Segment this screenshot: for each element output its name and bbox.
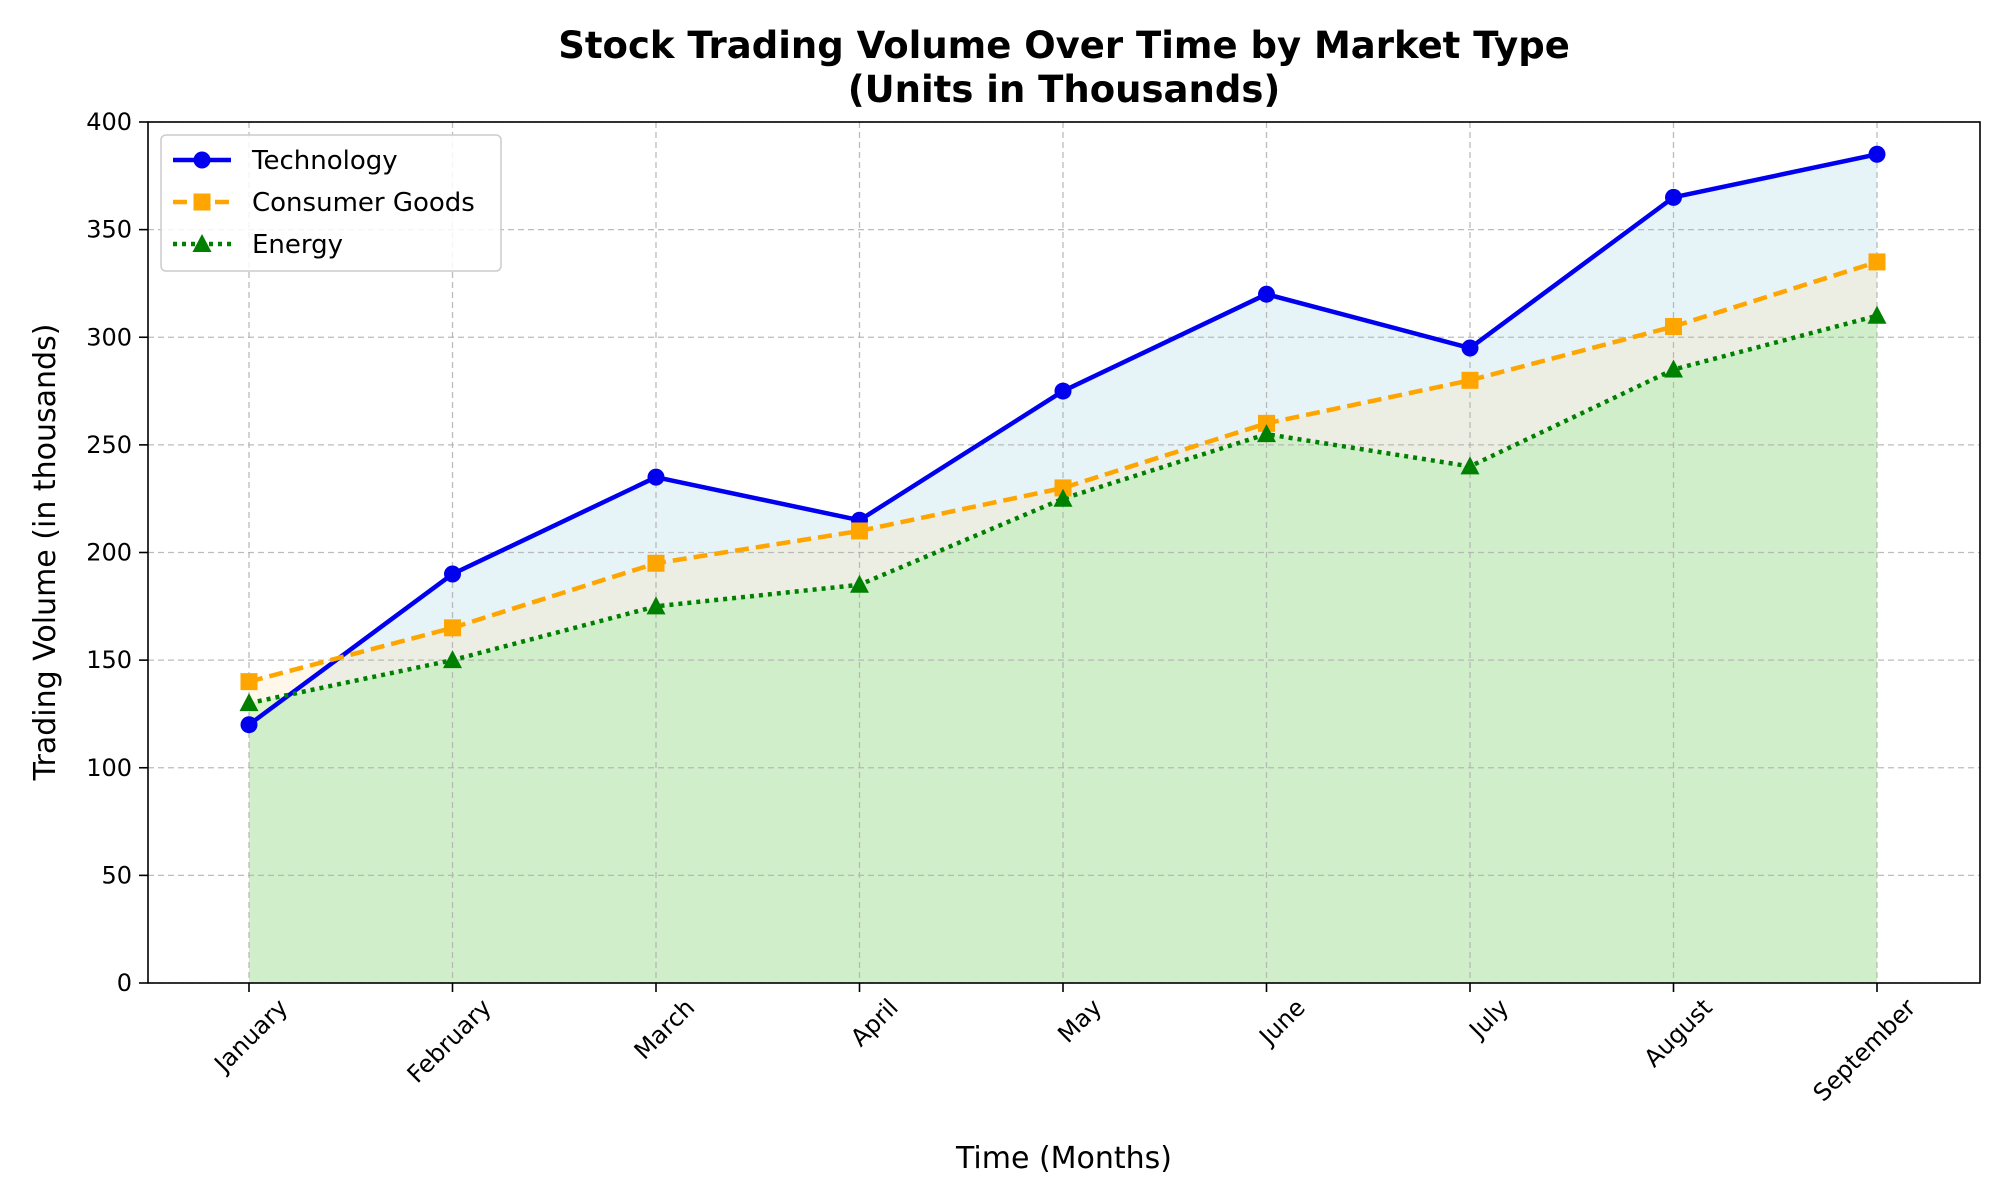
y-tick-label: 300 — [86, 323, 132, 351]
y-tick-label: 250 — [86, 431, 132, 459]
legend-marker-consumer-goods — [193, 193, 211, 211]
legend-label-technology: Technology — [251, 146, 398, 176]
x-tick-label-january: January — [208, 993, 294, 1079]
data-point-energy-june — [1257, 424, 1276, 443]
data-point-technology-july — [1461, 339, 1479, 357]
data-point-technology-march — [647, 468, 665, 486]
y-tick-label: 50 — [101, 861, 132, 889]
data-point-technology-august — [1665, 188, 1682, 206]
data-point-consumer-goods-march — [647, 554, 665, 572]
data-point-energy-may — [1053, 488, 1073, 507]
series-line-consumer-goods — [248, 259, 1878, 684]
y-tick-label: 350 — [86, 216, 132, 244]
y-tick-label: 400 — [86, 108, 132, 136]
y-tick-label: 150 — [86, 646, 132, 674]
series-line-energy — [248, 313, 1878, 706]
area-fills — [249, 154, 1877, 984]
legend-frame — [160, 134, 502, 272]
data-point-technology-september — [1868, 145, 1886, 163]
x-tick-label-june: June — [1253, 993, 1311, 1051]
legend-marker-energy — [192, 234, 212, 252]
data-point-energy-february — [443, 650, 462, 669]
x-tick-label-february: February — [402, 993, 497, 1088]
legend-marker-technology — [193, 151, 211, 169]
y-axis-label: Trading Volume (in thousands) — [28, 324, 63, 782]
x-tick-label-march: March — [629, 993, 701, 1065]
x-tick-label-august: August — [1639, 993, 1718, 1072]
data-point-technology-may — [1054, 382, 1072, 400]
data-point-energy-march — [646, 596, 666, 615]
data-point-technology-january — [240, 716, 258, 734]
x-axis-label: Time (Months) — [955, 1141, 1172, 1176]
data-point-consumer-goods-february — [444, 619, 461, 637]
data-point-consumer-goods-june — [1258, 414, 1275, 432]
data-point-energy-january — [239, 693, 259, 712]
legend-label-energy: Energy — [252, 230, 343, 260]
y-tick-label: 200 — [86, 539, 132, 567]
x-axis-ticks: January February March April May June July Augu… — [208, 983, 1922, 1107]
data-point-energy-april — [850, 574, 869, 593]
x-tick-label-may: May — [1052, 993, 1107, 1048]
x-tick-label-july: July — [1463, 993, 1515, 1045]
chart-title-line-1: Stock Trading Volume Over Time by Market… — [558, 24, 1570, 67]
data-point-consumer-goods-may — [1054, 479, 1072, 497]
data-point-technology-june — [1258, 285, 1275, 303]
data-point-consumer-goods-july — [1461, 371, 1479, 389]
chart-title-line-2: (Units in Thousands) — [848, 68, 1281, 111]
y-tick-label: 0 — [117, 969, 132, 997]
x-tick-label-september: September — [1808, 993, 1922, 1107]
series-markers — [239, 145, 1887, 734]
data-point-energy-september — [1867, 305, 1887, 324]
y-tick-label: 100 — [86, 754, 132, 782]
data-point-consumer-goods-september — [1868, 253, 1886, 271]
legend-label-consumer-goods: Consumer Goods — [252, 188, 475, 218]
data-point-consumer-goods-april — [851, 522, 868, 540]
legend: Technology Consumer Goods Energy — [160, 134, 502, 272]
data-point-energy-august — [1664, 359, 1683, 378]
y-axis-ticks: 0 50 100 150 200 250 300 350 400 — [86, 108, 148, 997]
data-point-energy-july — [1460, 456, 1480, 475]
data-point-consumer-goods-january — [240, 673, 258, 691]
data-point-technology-february — [444, 565, 461, 583]
x-tick-label-april: April — [845, 993, 904, 1052]
data-point-consumer-goods-august — [1665, 317, 1682, 335]
